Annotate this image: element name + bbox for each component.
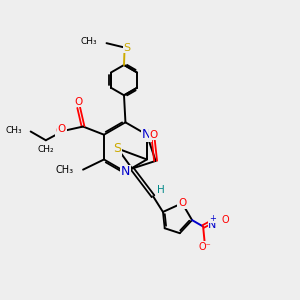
Text: +: + [209, 214, 216, 223]
Text: N: N [121, 165, 130, 178]
Text: H: H [157, 185, 165, 195]
Text: O: O [56, 126, 64, 136]
Text: CH₃: CH₃ [56, 165, 74, 175]
Text: CH₂: CH₂ [38, 146, 54, 154]
Text: O: O [222, 215, 230, 225]
Text: O: O [178, 198, 186, 208]
Text: O: O [149, 130, 158, 140]
Text: S: S [113, 142, 122, 155]
Text: CH₃: CH₃ [81, 37, 97, 46]
Text: N: N [142, 128, 152, 141]
Text: N: N [208, 220, 217, 230]
Text: O⁻: O⁻ [198, 242, 211, 252]
Text: O: O [58, 124, 66, 134]
Text: S: S [123, 43, 130, 52]
Text: O: O [75, 97, 83, 107]
Text: CH₃: CH₃ [5, 126, 22, 135]
